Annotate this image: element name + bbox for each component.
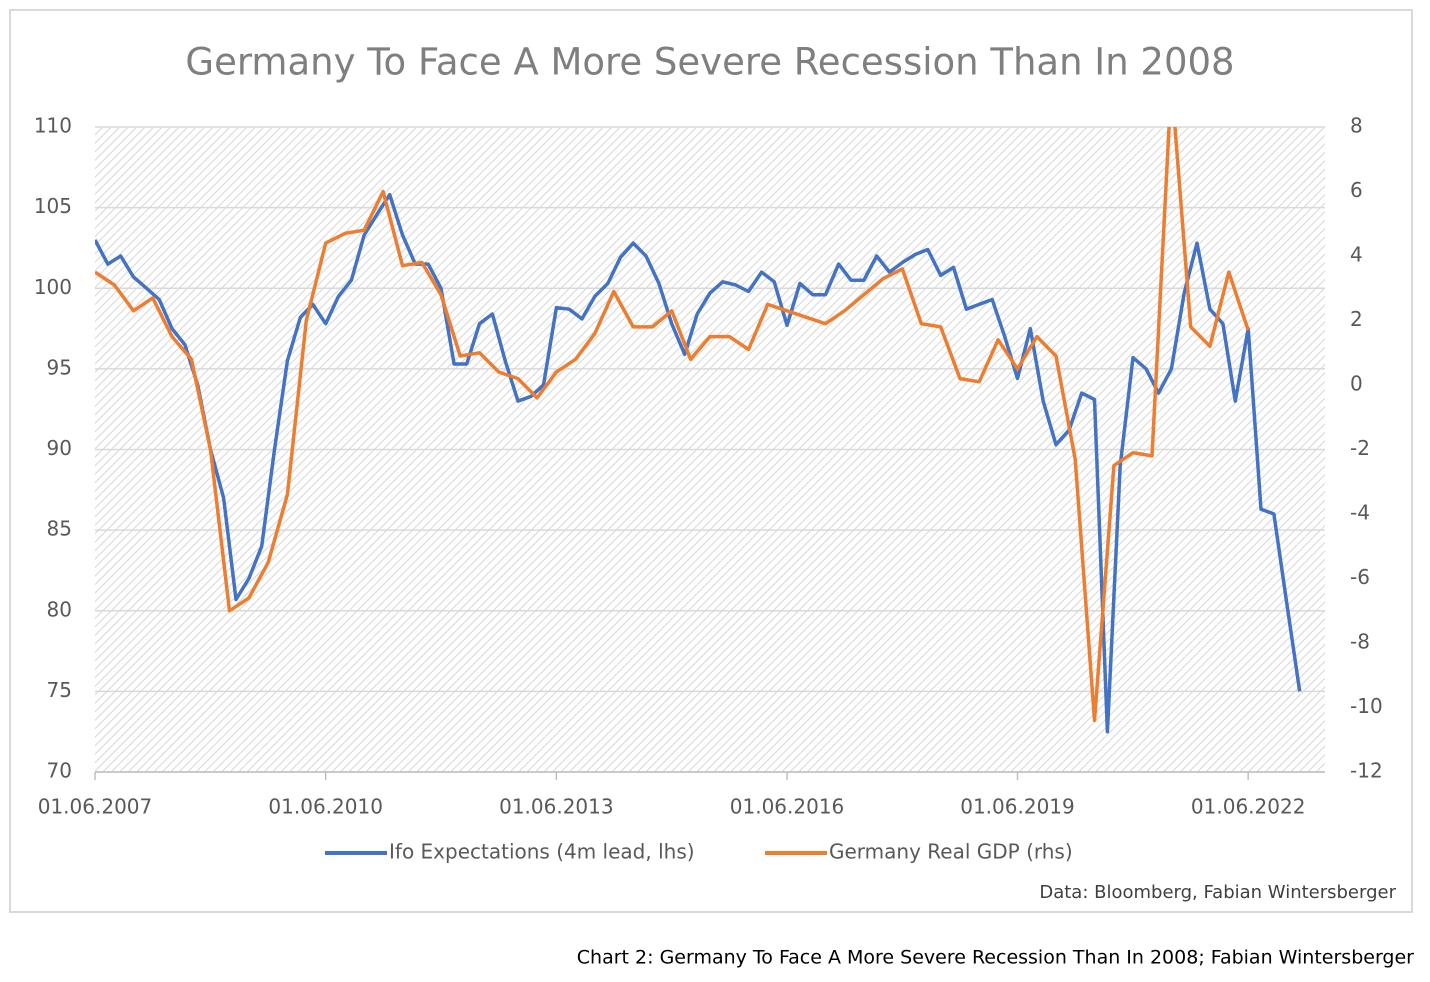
x-tick-label: 01.06.2007 xyxy=(38,795,153,819)
y-tick-label: 70 xyxy=(47,759,72,783)
series-line xyxy=(95,192,1302,734)
y-tick-label: 95 xyxy=(47,355,72,379)
series-line xyxy=(95,127,1250,723)
y-tick-label: 110 xyxy=(34,114,72,138)
y-tick-label: 90 xyxy=(47,436,72,460)
lines-group xyxy=(95,127,1302,734)
legend-label: Ifo Expectations (4m lead, lhs) xyxy=(389,840,695,864)
legend-label: Germany Real GDP (rhs) xyxy=(829,840,1073,864)
chart-title: Germany To Face A More Severe Recession … xyxy=(185,41,1234,84)
y2-tick-label: -12 xyxy=(1350,759,1383,783)
y2-tick-label: 0 xyxy=(1350,372,1363,396)
axes-group: 70 75 80 85 90 95 100 105 110 -12 -10 -8 -6 -4 -2 0 2 4 6 8… xyxy=(34,114,1383,864)
x-tick-label: 01.06.2016 xyxy=(730,795,845,819)
y2-tick-label: 4 xyxy=(1350,243,1363,267)
source-note: Data: Bloomberg, Fabian Wintersberger xyxy=(1039,882,1396,903)
y-tick-label: 85 xyxy=(47,517,72,541)
y-tick-label: 105 xyxy=(34,194,72,218)
x-tick-label: 01.06.2019 xyxy=(960,795,1075,819)
y2-tick-label: 2 xyxy=(1350,307,1363,331)
y-tick-label: 75 xyxy=(47,678,72,702)
y2-tick-label: -2 xyxy=(1350,436,1370,460)
y2-tick-label: 6 xyxy=(1350,178,1363,202)
y2-tick-label: -8 xyxy=(1350,630,1370,654)
caption: Chart 2: Germany To Face A More Severe R… xyxy=(577,947,1414,969)
y2-tick-label: 8 xyxy=(1350,114,1363,138)
x-tick-label: 01.06.2022 xyxy=(1191,795,1306,819)
x-tick-label: 01.06.2013 xyxy=(499,795,614,819)
y-tick-label: 80 xyxy=(47,597,72,621)
x-tick-label: 01.06.2010 xyxy=(268,795,383,819)
y-tick-label: 100 xyxy=(34,275,72,299)
y2-tick-label: -6 xyxy=(1350,565,1370,589)
y2-tick-label: -4 xyxy=(1350,501,1370,525)
y2-tick-label: -10 xyxy=(1350,694,1383,718)
